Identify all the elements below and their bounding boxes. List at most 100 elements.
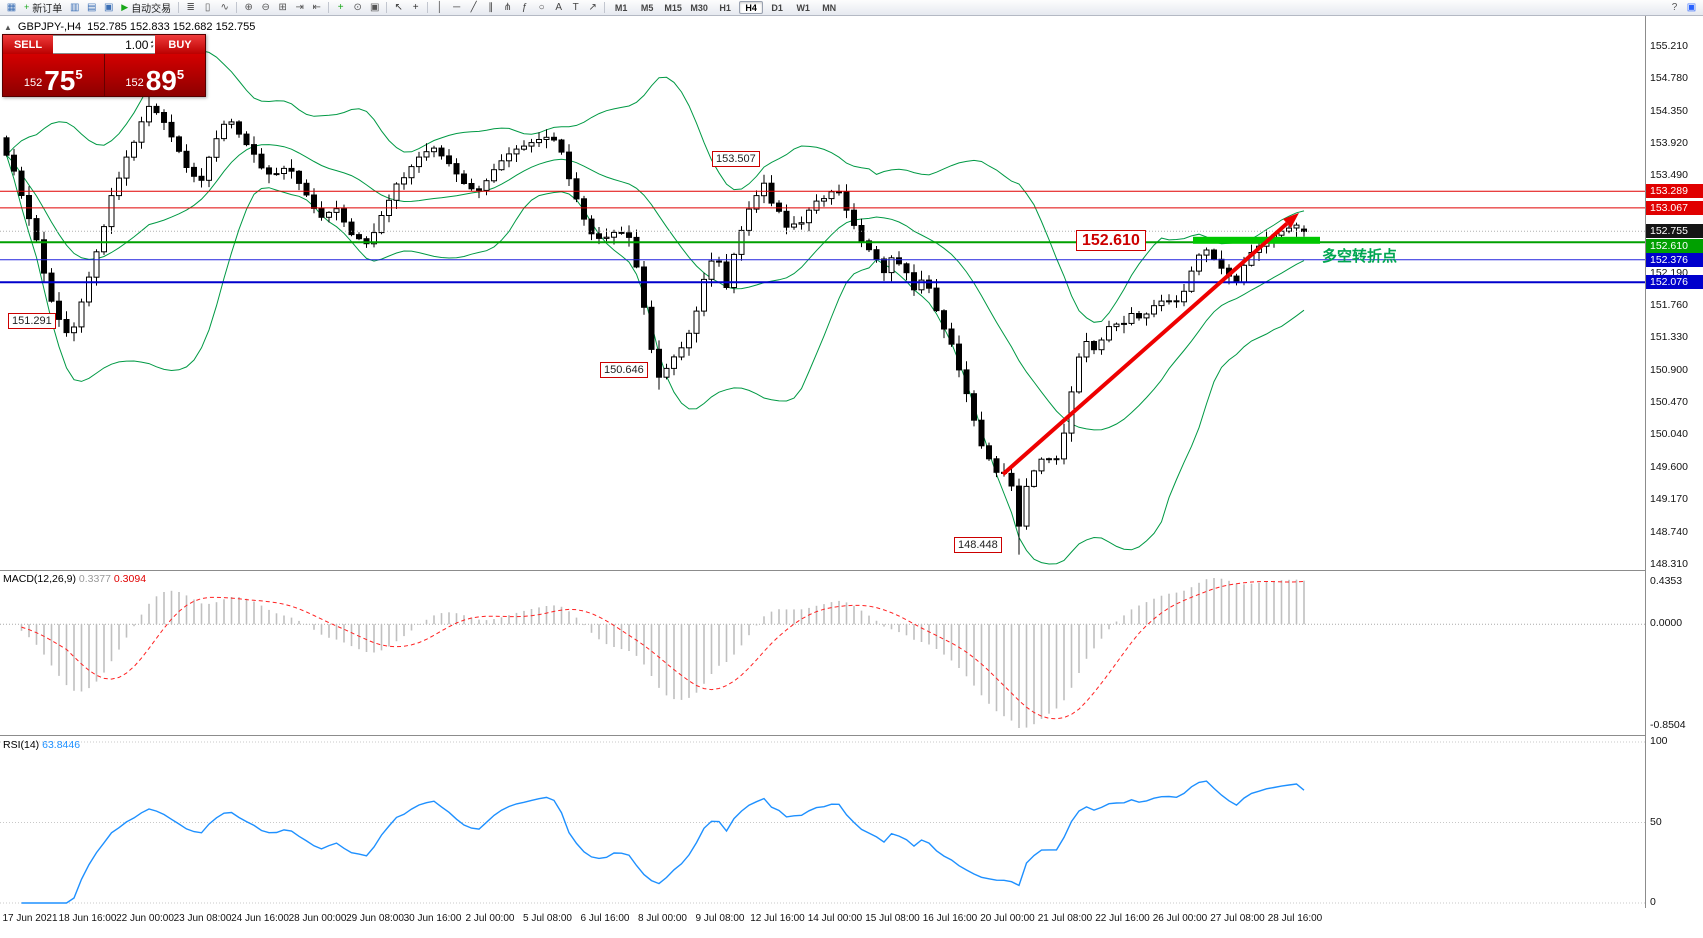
timeframe-d1-button[interactable]: D1 bbox=[771, 2, 783, 13]
candlestick-chart-icon[interactable]: ▯ bbox=[204, 1, 211, 13]
ask-price[interactable]: 152 89 5 bbox=[103, 54, 206, 96]
time-axis-label: 9 Jul 08:00 bbox=[695, 913, 745, 924]
tile-windows-icon[interactable]: ⊞ bbox=[278, 1, 287, 13]
macd-indicator-label: MACD(12,26,9) 0.3377 0.3094 bbox=[3, 573, 146, 585]
macd-scale-label: 0.4353 bbox=[1650, 575, 1683, 587]
price-axis-badge: 153.067 bbox=[1646, 201, 1703, 215]
spinner-up-icon[interactable]: ▴ bbox=[150, 38, 153, 45]
price-label-object[interactable]: 148.448 bbox=[954, 537, 1002, 553]
volume-field[interactable]: 1.00 ▴ ▾ bbox=[53, 35, 155, 54]
time-axis-label: 17 Jun 2021 bbox=[2, 913, 58, 924]
text-icon[interactable]: A bbox=[555, 1, 563, 13]
charts-grid-icon[interactable]: ▦ bbox=[6, 1, 17, 13]
bollinger-bands bbox=[6, 50, 1305, 565]
macd-scale-label: 0.0000 bbox=[1650, 617, 1683, 629]
chart-shift-icon[interactable]: ⇤ bbox=[312, 1, 321, 13]
time-axis-label: 20 Jul 00:00 bbox=[980, 913, 1035, 924]
time-axis-label: 22 Jul 16:00 bbox=[1095, 913, 1150, 924]
zoom-in-icon[interactable]: ⊕ bbox=[244, 1, 253, 13]
shapes-icon[interactable]: ○ bbox=[538, 1, 545, 13]
zoom-out-icon[interactable]: ⊖ bbox=[261, 1, 270, 13]
price-axis[interactable]: 155.210 154.780 154.350 153.920 153.490 152.1… bbox=[1646, 0, 1703, 938]
timeframe-m5-button[interactable]: M5 bbox=[640, 2, 654, 13]
vertical-line-icon[interactable]: │ bbox=[436, 1, 443, 13]
sell-button[interactable]: SELL bbox=[3, 35, 53, 54]
line-chart-icon[interactable]: ∿ bbox=[220, 1, 229, 13]
time-axis-label: 21 Jul 08:00 bbox=[1037, 913, 1093, 924]
fibonacci-icon[interactable]: ƒ bbox=[521, 1, 528, 13]
terminal-icon[interactable]: ▣ bbox=[104, 1, 114, 13]
toolbar-separator bbox=[178, 2, 180, 13]
timeframe-mn-button[interactable]: MN bbox=[822, 2, 837, 13]
price-label-object[interactable]: 153.507 bbox=[712, 151, 760, 167]
support-zone[interactable] bbox=[1193, 236, 1320, 244]
price-label-object[interactable]: 151.291 bbox=[8, 313, 56, 329]
bid-price[interactable]: 152 75 5 bbox=[3, 54, 104, 96]
bar-chart-icon[interactable]: ≣ bbox=[186, 1, 195, 13]
time-axis-label: 12 Jul 16:00 bbox=[750, 913, 805, 924]
text-label-icon[interactable]: T bbox=[572, 1, 579, 13]
annotation-text[interactable]: 多空转折点 bbox=[1322, 248, 1398, 265]
time-axis-label: 22 Jun 00:00 bbox=[116, 913, 174, 924]
time-axis-label: 18 Jun 16:00 bbox=[58, 913, 117, 924]
price-axis-label: 150.040 bbox=[1650, 428, 1688, 440]
community-icon[interactable]: ▣ bbox=[1686, 1, 1697, 13]
price-display-row: 152 75 5 152 89 5 bbox=[3, 54, 205, 96]
price-axis-badge: 152.610 bbox=[1646, 239, 1703, 253]
pitchfork-icon[interactable]: ⋔ bbox=[503, 1, 512, 13]
crosshair-icon[interactable]: + bbox=[412, 1, 419, 13]
navigator-icon[interactable]: ▤ bbox=[87, 1, 97, 13]
timeframe-w1-button[interactable]: W1 bbox=[796, 2, 810, 13]
auto-scroll-icon[interactable]: ⇥ bbox=[295, 1, 304, 13]
volume-spinner[interactable]: ▴ ▾ bbox=[150, 38, 153, 50]
templates-icon[interactable]: ▣ bbox=[369, 1, 380, 13]
help-icon[interactable]: ? bbox=[1671, 1, 1678, 13]
macd-signal-line bbox=[21, 580, 1305, 720]
volume-value: 1.00 bbox=[125, 37, 149, 52]
bid-prefix: 152 bbox=[23, 77, 43, 89]
price-axis-label: 151.760 bbox=[1650, 299, 1688, 311]
market-watch-icon[interactable]: ▥ bbox=[70, 1, 80, 13]
ask-pipette: 5 bbox=[176, 67, 185, 82]
pane-separator-macd[interactable] bbox=[0, 570, 1703, 571]
price-axis-label: 154.350 bbox=[1650, 105, 1688, 117]
horizontal-level-lines[interactable] bbox=[0, 190, 1645, 284]
timeframe-m15-button[interactable]: M15 bbox=[664, 2, 682, 13]
price-label-object[interactable]: 152.610 bbox=[1076, 230, 1146, 251]
time-axis-label: 16 Jul 16:00 bbox=[922, 913, 978, 924]
price-axis-badge: 152.755 bbox=[1646, 224, 1703, 238]
time-axis-label: 28 Jul 16:00 bbox=[1267, 913, 1323, 924]
pane-separator-rsi[interactable] bbox=[0, 735, 1703, 736]
buy-button[interactable]: BUY bbox=[155, 35, 205, 54]
toolbar: ▦ + 新订单 ▥ ▤ ▣ ▶ 自动交易 ≣ ▯ ∿ ⊕ ⊖ ⊞ ⇥ ⇤ + ⊙ ▣ ↖ + │ ─ ╱ ∥ ⋔ ƒ ○ A T ↗ M1 M5… bbox=[0, 0, 1703, 16]
symbol-period-label: GBPJPY-,H4 bbox=[17, 21, 82, 33]
time-axis-label: 14 Jul 00:00 bbox=[807, 913, 863, 924]
spinner-down-icon[interactable]: ▾ bbox=[150, 43, 153, 50]
candlesticks bbox=[3, 95, 1307, 555]
time-axis-label: 2 Jul 00:00 bbox=[465, 913, 515, 924]
arrow-tool-icon[interactable]: ↗ bbox=[588, 1, 597, 13]
time-axis[interactable]: 17 Jun 2021 18 Jun 16:00 22 Jun 00:00 23 Ju… bbox=[0, 908, 1703, 938]
timeframe-h4-button[interactable]: H4 bbox=[739, 1, 764, 14]
horizontal-line-icon[interactable]: ─ bbox=[453, 1, 461, 13]
time-axis-label: 5 Jul 08:00 bbox=[523, 913, 572, 924]
timeframe-m1-button[interactable]: M1 bbox=[614, 2, 628, 13]
price-label-object[interactable]: 150.646 bbox=[600, 362, 648, 378]
new-order-button[interactable]: + 新订单 bbox=[21, 1, 65, 16]
macd-name: MACD(12,26,9) bbox=[3, 573, 76, 585]
panel-toggle-icon[interactable]: ▲ bbox=[4, 22, 12, 32]
cursor-icon[interactable]: ↖ bbox=[394, 1, 403, 13]
channel-icon[interactable]: ∥ bbox=[488, 1, 494, 13]
timeframe-m30-button[interactable]: M30 bbox=[690, 2, 708, 13]
time-axis-label: 23 Jun 08:00 bbox=[173, 913, 232, 924]
autotrading-button[interactable]: ▶ 自动交易 bbox=[118, 1, 174, 16]
trend-arrow[interactable] bbox=[1001, 212, 1299, 476]
timeframe-h1-button[interactable]: H1 bbox=[719, 2, 731, 13]
price-axis-label: 148.310 bbox=[1650, 558, 1688, 570]
rsi-scale-label: 50 bbox=[1650, 816, 1662, 828]
indicators-icon[interactable]: + bbox=[337, 1, 344, 13]
periods-icon[interactable]: ⊙ bbox=[353, 1, 362, 13]
rsi-indicator-label: RSI(14) 63.8446 bbox=[3, 739, 80, 751]
trendline-icon[interactable]: ╱ bbox=[470, 1, 477, 13]
